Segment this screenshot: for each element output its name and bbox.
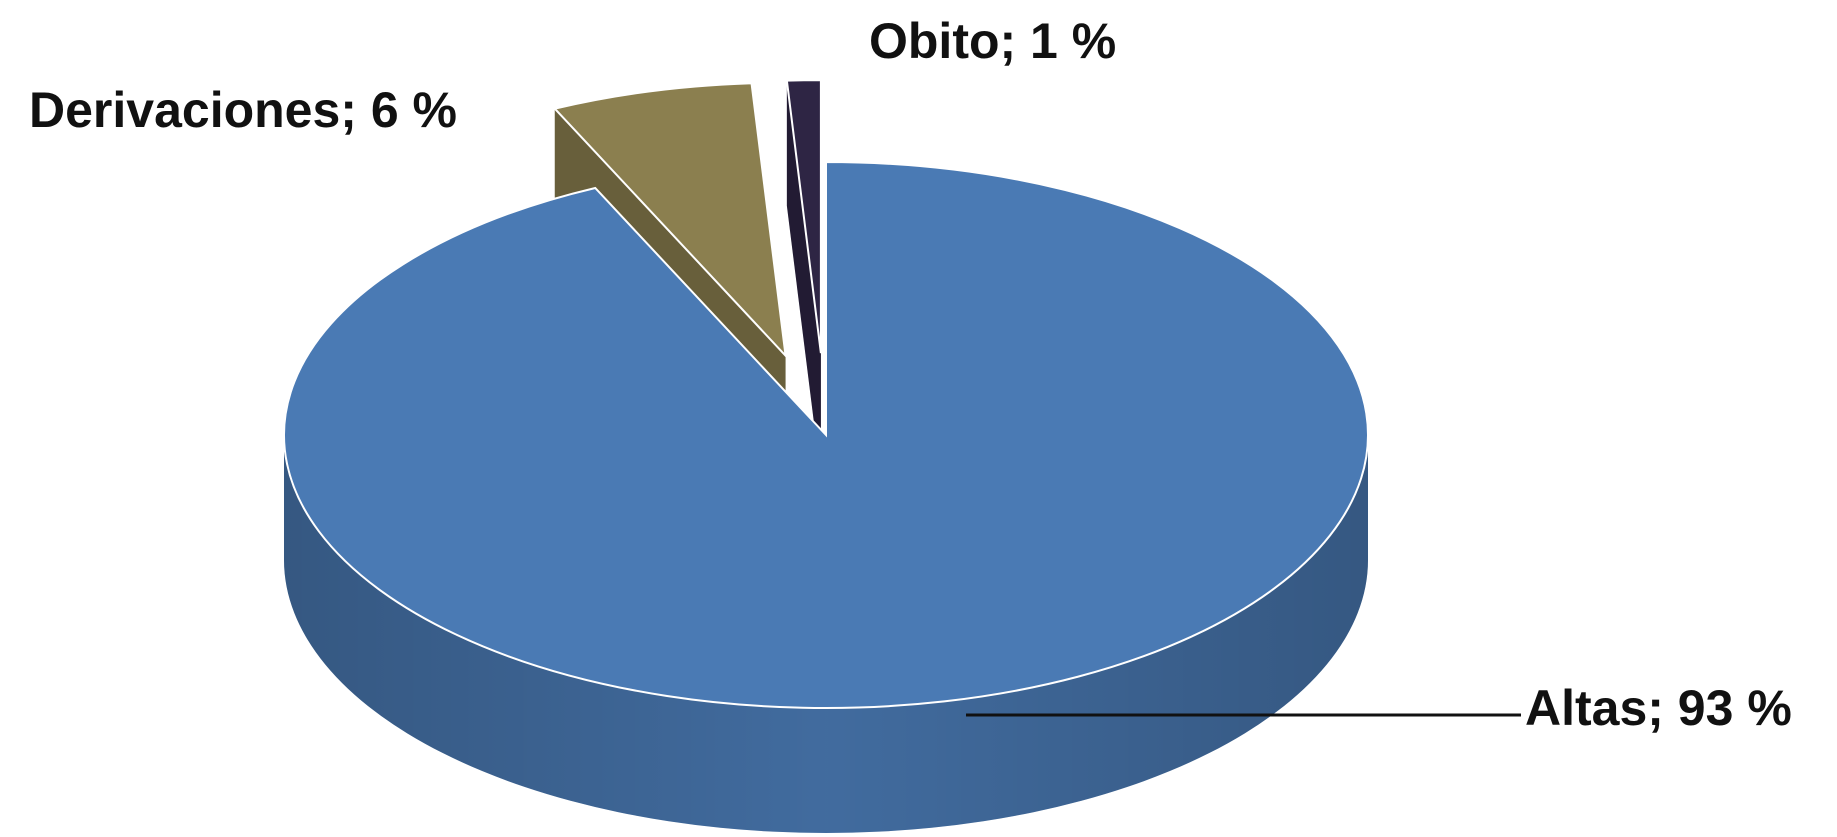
data-label: Obito; 1 % bbox=[869, 13, 1116, 69]
data-label: Derivaciones; 6 % bbox=[29, 82, 457, 138]
pie-slice bbox=[283, 160, 1369, 709]
pie bbox=[283, 79, 1369, 833]
pie-slice bbox=[552, 82, 787, 359]
pie-face-shade bbox=[786, 80, 821, 479]
pie-side-shade bbox=[284, 435, 1368, 833]
labels: Altas; 93 % Derivaciones; 6 % Obito; 1 % bbox=[29, 13, 1792, 736]
pie-slice bbox=[785, 79, 822, 354]
pie-face bbox=[786, 80, 821, 479]
data-label: Altas; 93 % bbox=[1525, 680, 1792, 736]
